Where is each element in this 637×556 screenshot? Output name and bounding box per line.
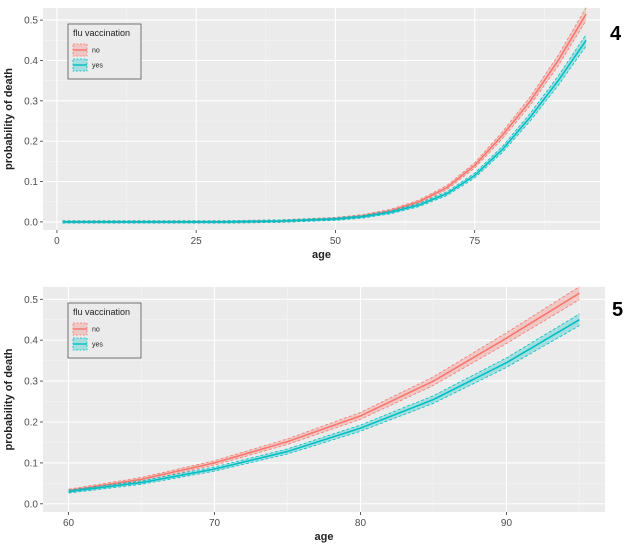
panel-label: 5	[612, 299, 623, 321]
y-tick-label: 0.2	[24, 137, 38, 148]
band-lower-yes	[68, 325, 580, 494]
chart-panel-5: 0.0 0.1 0.2 0.3 0.4 0.5 60 70 80 90 age probability…	[3, 286, 623, 543]
legend-box	[67, 302, 142, 359]
y-axis-title: probability of death	[3, 68, 15, 170]
x-axis-title: age	[315, 531, 334, 543]
x-tick-label: 25	[191, 236, 203, 247]
x-tick-label: 75	[469, 236, 481, 247]
y-tick-label: 0.1	[24, 177, 38, 188]
chart-panel-4: 0.0 0.1 0.2 0.3 0.4 0.5 0 25 50 75 age probability …	[3, 7, 622, 261]
x-tick-label: 0	[54, 236, 60, 247]
band-lower-yes	[62, 45, 587, 224]
series-line-no	[68, 292, 580, 492]
legend-label-no: no	[92, 48, 100, 55]
series-line-yes	[62, 39, 587, 223]
series-line-yes	[68, 319, 580, 493]
band-upper-yes	[68, 313, 580, 491]
x-tick-label: 80	[355, 518, 367, 529]
y-tick-label: 0.2	[24, 418, 38, 429]
band-upper-no	[68, 286, 580, 490]
legend: flu vaccination no yes	[67, 302, 142, 359]
legend-label-no: no	[92, 327, 100, 334]
y-tick-label: 0.5	[24, 295, 38, 306]
x-tick-label: 50	[330, 236, 342, 247]
y-tick-label: 0.5	[24, 16, 38, 27]
y-tick-label: 0.0	[24, 499, 38, 510]
y-tick-label: 0.4	[24, 336, 38, 347]
x-tick-label: 90	[501, 518, 513, 529]
x-tick-label: 60	[63, 518, 75, 529]
legend-title: flu vaccination	[73, 28, 130, 38]
legend-title: flu vaccination	[73, 307, 130, 317]
y-tick-label: 0.3	[24, 377, 38, 388]
band-upper-no	[62, 7, 587, 222]
y-tick-label: 0.0	[24, 217, 38, 228]
y-tick-label: 0.3	[24, 96, 38, 107]
legend-label-yes: yes	[92, 63, 103, 70]
x-axis-title: age	[312, 249, 331, 261]
panel-label: 4	[610, 23, 622, 45]
legend: flu vaccination no yes	[67, 23, 142, 80]
x-tick-label: 70	[209, 518, 221, 529]
legend-label-yes: yes	[92, 342, 103, 349]
y-tick-label: 0.1	[24, 458, 38, 469]
legend-box	[67, 23, 142, 80]
y-tick-label: 0.4	[24, 56, 38, 67]
y-axis-title: probability of death	[3, 348, 15, 450]
